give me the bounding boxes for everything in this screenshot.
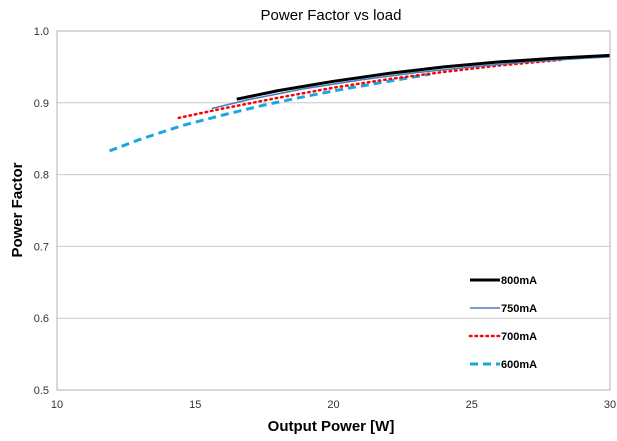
x-tick-label: 20 bbox=[327, 399, 339, 411]
series-line-600mA bbox=[108, 72, 431, 153]
x-tick-label: 15 bbox=[189, 399, 201, 411]
legend-label-700mA: 700mA bbox=[501, 331, 537, 343]
chart-title: Power Factor vs load bbox=[261, 7, 402, 24]
y-tick-label: 0.8 bbox=[34, 170, 49, 182]
y-tick-label: 0.7 bbox=[34, 241, 49, 253]
y-axis-label: Power Factor bbox=[9, 162, 26, 257]
y-tick-label: 1.0 bbox=[34, 26, 49, 38]
x-tick-label: 10 bbox=[51, 399, 63, 411]
plot-area bbox=[56, 30, 611, 391]
x-tick-label: 25 bbox=[466, 399, 478, 411]
tick-labels: 0.5 0.6 0.7 0.8 0.9 1.0 10 15 20 25 30 bbox=[34, 26, 616, 411]
series-lines bbox=[108, 53, 611, 153]
series-line-800mA bbox=[236, 53, 611, 101]
legend-label-750mA: 750mA bbox=[501, 303, 537, 315]
series-line-700mA bbox=[177, 58, 565, 120]
x-tick-label: 30 bbox=[604, 399, 616, 411]
legend-label-600mA: 600mA bbox=[501, 359, 537, 371]
x-axis-label: Output Power [W] bbox=[268, 418, 395, 435]
y-tick-label: 0.6 bbox=[34, 313, 49, 325]
series-line-750mA bbox=[211, 56, 611, 110]
legend-label-800mA: 800mA bbox=[501, 275, 537, 287]
legend: 800mA 750mA 700mA 600mA bbox=[468, 275, 537, 371]
y-tick-label: 0.9 bbox=[34, 98, 49, 110]
y-tick-label: 0.5 bbox=[34, 385, 49, 397]
